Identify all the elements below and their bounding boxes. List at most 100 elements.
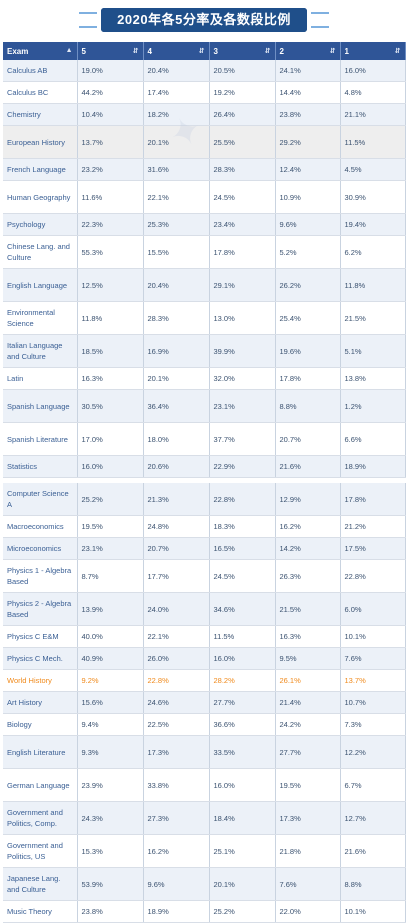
- exam-name-cell: Macroeconomics: [3, 515, 78, 538]
- table-row: Physics C E&M 40.0% 22.1% 11.5% 16.3% 10.1%: [3, 625, 406, 648]
- score-4-cell: 17.7%: [143, 559, 210, 593]
- score-3-cell: 20.1%: [209, 867, 276, 901]
- score-5-cell: 24.3%: [77, 801, 144, 835]
- exam-name-cell: Physics C E&M: [3, 625, 78, 648]
- score-5-cell: 18.5%: [77, 334, 144, 368]
- table-row: Art History 15.6% 24.6% 27.7% 21.4% 10.7%: [3, 691, 406, 714]
- score-4-cell: 22.1%: [143, 180, 210, 214]
- score-4-cell: 20.4%: [143, 60, 210, 82]
- score-4-cell: 27.3%: [143, 801, 210, 835]
- score-2-cell: 12.4%: [275, 158, 341, 181]
- table-row: Environmental Science 11.8% 28.3% 13.0% 25.4…: [3, 301, 406, 335]
- score-3-cell: 39.9%: [209, 334, 276, 368]
- score-5-cell: 11.6%: [77, 180, 144, 214]
- score-5-cell: 22.3%: [77, 213, 144, 236]
- score-1-cell: 6.7%: [340, 768, 406, 802]
- header-score-2[interactable]: 2 ⇵: [275, 42, 341, 60]
- score-5-cell: 44.2%: [77, 81, 144, 104]
- score-4-cell: 16.9%: [143, 334, 210, 368]
- score-2-cell: 21.6%: [275, 455, 341, 478]
- exam-name-cell: Japanese Lang. and Culture: [3, 867, 78, 901]
- exam-name-cell: Physics 2 - Algebra Based: [3, 592, 78, 626]
- score-3-cell: 37.7%: [209, 422, 276, 456]
- score-1-cell: 7.3%: [340, 713, 406, 736]
- score-2-cell: 14.4%: [275, 81, 341, 104]
- score-3-cell: 25.1%: [209, 834, 276, 868]
- score-1-cell: 17.8%: [340, 483, 406, 516]
- score-3-cell: 28.3%: [209, 158, 276, 181]
- score-5-cell: 16.3%: [77, 367, 144, 390]
- score-2-cell: 10.9%: [275, 180, 341, 214]
- header-score-3[interactable]: 3 ⇵: [209, 42, 276, 60]
- sort-icon: ⇵: [198, 48, 205, 55]
- score-5-cell: 23.1%: [77, 537, 144, 560]
- exam-name-cell: Statistics: [3, 455, 78, 478]
- exam-name-cell: Physics C Mech.: [3, 647, 78, 670]
- score-5-cell: 55.3%: [77, 235, 144, 269]
- header-score-1[interactable]: 1 ⇵: [340, 42, 406, 60]
- score-5-cell: 8.7%: [77, 559, 144, 593]
- score-3-cell: 32.0%: [209, 367, 276, 390]
- group-separator: [3, 477, 405, 483]
- score-4-cell: 28.3%: [143, 301, 210, 335]
- score-2-cell: 21.8%: [275, 834, 341, 868]
- exam-name-cell: Government and Politics, US: [3, 834, 78, 868]
- score-1-cell: 12.2%: [340, 735, 406, 769]
- table-row: Italian Language and Culture 18.5% 16.9% 39…: [3, 334, 406, 368]
- exam-name-cell: Spanish Language: [3, 389, 78, 423]
- header-score-4[interactable]: 4 ⇵: [143, 42, 210, 60]
- score-4-cell: 22.1%: [143, 625, 210, 648]
- score-4-cell: 25.3%: [143, 213, 210, 236]
- exam-name-cell: Art History: [3, 691, 78, 714]
- score-4-cell: 31.6%: [143, 158, 210, 181]
- exam-name-cell: Chemistry: [3, 103, 78, 126]
- score-1-cell: 11.8%: [340, 268, 406, 302]
- score-3-cell: 34.6%: [209, 592, 276, 626]
- header-label: 4: [147, 46, 152, 56]
- score-1-cell: 16.0%: [340, 60, 406, 82]
- score-1-cell: 5.1%: [340, 334, 406, 368]
- separator-cell: [3, 477, 405, 483]
- score-5-cell: 53.9%: [77, 867, 144, 901]
- score-4-cell: 21.3%: [143, 483, 210, 516]
- score-1-cell: 6.6%: [340, 422, 406, 456]
- exam-name-cell: Government and Politics, Comp.: [3, 801, 78, 835]
- score-4-cell: 18.2%: [143, 103, 210, 126]
- score-3-cell: 28.2%: [209, 669, 276, 692]
- table-row: Japanese Lang. and Culture 53.9% 9.6% 20.1%…: [3, 867, 406, 901]
- score-2-cell: 26.3%: [275, 559, 341, 593]
- score-1-cell: 4.8%: [340, 81, 406, 104]
- score-4-cell: 20.7%: [143, 537, 210, 560]
- exam-name-cell: Calculus BC: [3, 81, 78, 104]
- score-3-cell: 24.5%: [209, 180, 276, 214]
- table-row: Physics C Mech. 40.9% 26.0% 16.0% 9.5% 7.6%: [3, 647, 406, 670]
- header-label: 5: [81, 46, 86, 56]
- table-row: English Literature 9.3% 17.3% 33.5% 27.7% 12.…: [3, 735, 406, 769]
- score-3-cell: 18.3%: [209, 515, 276, 538]
- exam-name-cell: Latin: [3, 367, 78, 390]
- score-5-cell: 17.0%: [77, 422, 144, 456]
- score-2-cell: 26.2%: [275, 268, 341, 302]
- score-4-cell: 18.0%: [143, 422, 210, 456]
- table-body: Calculus AB 19.0% 20.4% 20.5% 24.1% 16.0% Calc…: [3, 60, 406, 923]
- score-4-cell: 24.0%: [143, 592, 210, 626]
- exam-name-cell: Biology: [3, 713, 78, 736]
- table-row: Government and Politics, Comp. 24.3% 27.3%…: [3, 801, 406, 835]
- header-exam[interactable]: Exam ▲: [3, 42, 78, 60]
- score-2-cell: 9.6%: [275, 213, 341, 236]
- table-row: Human Geography 11.6% 22.1% 24.5% 10.9% 30.9%: [3, 180, 406, 214]
- score-3-cell: 16.0%: [209, 768, 276, 802]
- score-3-cell: 22.9%: [209, 455, 276, 478]
- score-4-cell: 20.4%: [143, 268, 210, 302]
- exam-name-cell: Physics 1 - Algebra Based: [3, 559, 78, 593]
- score-2-cell: 17.8%: [275, 367, 341, 390]
- score-5-cell: 9.3%: [77, 735, 144, 769]
- score-1-cell: 10.1%: [340, 900, 406, 923]
- score-1-cell: 6.2%: [340, 235, 406, 269]
- score-2-cell: 8.8%: [275, 389, 341, 423]
- score-4-cell: 9.6%: [143, 867, 210, 901]
- score-3-cell: 26.4%: [209, 103, 276, 126]
- table-row: Computer Science A 25.2% 21.3% 22.8% 12.9% 17…: [3, 483, 406, 516]
- exam-name-cell: World History: [3, 669, 78, 692]
- header-score-5[interactable]: 5 ⇵: [77, 42, 144, 60]
